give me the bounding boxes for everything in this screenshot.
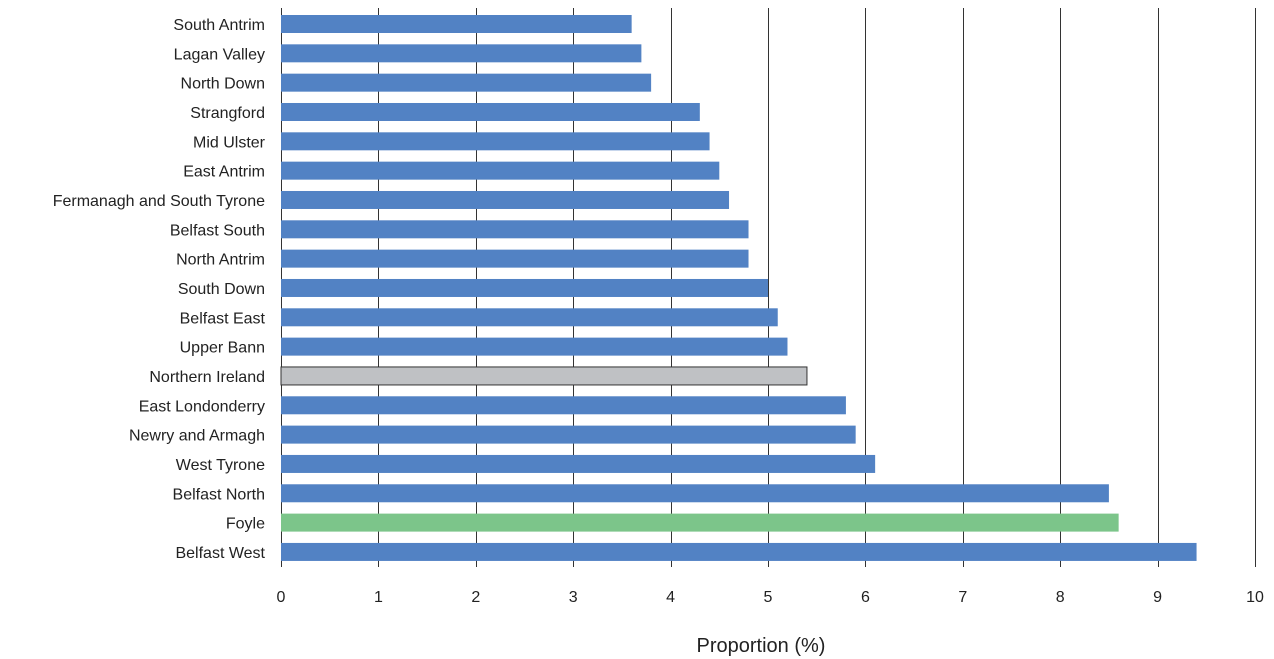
bar-foyle (281, 513, 1119, 532)
category-label: Belfast North (173, 486, 265, 503)
category-label: West Tyrone (176, 457, 265, 474)
bar-east-londonderry (281, 396, 846, 415)
x-tick-label: 4 (666, 589, 675, 606)
x-tick-label: 7 (958, 589, 967, 606)
bar-south-antrim (281, 15, 632, 33)
bar-fermanagh-and-south-tyrone (281, 190, 730, 209)
x-tick-label: 0 (277, 589, 286, 606)
x-tick-label: 6 (861, 589, 870, 606)
bar-upper-bann (281, 337, 788, 356)
x-tick-label: 2 (471, 589, 480, 606)
bar-newry-and-armagh (281, 425, 856, 444)
category-label: East Antrim (183, 164, 265, 181)
bar-belfast-north (281, 484, 1109, 503)
bar-strangford (281, 102, 700, 121)
category-label: Newry and Armagh (129, 428, 265, 445)
category-label: Belfast East (180, 310, 266, 327)
bar-north-down (281, 73, 652, 92)
category-label: East Londonderry (139, 398, 265, 415)
x-tick-label: 10 (1246, 589, 1264, 606)
bar-belfast-south (281, 220, 749, 239)
category-label: Northern Ireland (149, 369, 265, 386)
category-label: North Antrim (176, 252, 265, 269)
bar-west-tyrone (281, 454, 876, 473)
x-tick-label: 5 (764, 589, 773, 606)
category-label: Fermanagh and South Tyrone (53, 193, 265, 210)
category-labels: South Antrim Lagan Valley North Down Strang… (53, 17, 266, 562)
category-label: Belfast West (175, 545, 265, 562)
bar-northern-ireland (280, 366, 808, 386)
category-label: Lagan Valley (174, 46, 265, 63)
category-label: Foyle (226, 516, 265, 533)
category-label: Belfast South (170, 222, 265, 239)
bar-north-antrim (281, 249, 749, 268)
bar-south-down (281, 278, 768, 297)
bar-belfast-west (281, 542, 1197, 561)
bar-east-antrim (281, 161, 720, 180)
x-tick-labels: 0 1 2 3 4 5 6 7 8 9 10 (277, 589, 1264, 606)
category-label: South Antrim (173, 17, 265, 34)
category-label: Mid Ulster (193, 134, 266, 151)
x-axis-title: Proportion (%) (697, 635, 826, 657)
bar-belfast-east (281, 308, 778, 327)
category-label: South Down (178, 281, 265, 298)
category-label: Upper Bann (180, 340, 265, 357)
bars (280, 15, 1197, 561)
category-label: Strangford (190, 105, 265, 122)
x-tick-label: 9 (1153, 589, 1162, 606)
bar-lagan-valley (281, 44, 642, 63)
category-label: North Down (181, 76, 265, 93)
x-tick-label: 1 (374, 589, 383, 606)
bar-mid-ulster (281, 132, 710, 151)
x-tick-label: 8 (1056, 589, 1065, 606)
x-tick-label: 3 (569, 589, 578, 606)
